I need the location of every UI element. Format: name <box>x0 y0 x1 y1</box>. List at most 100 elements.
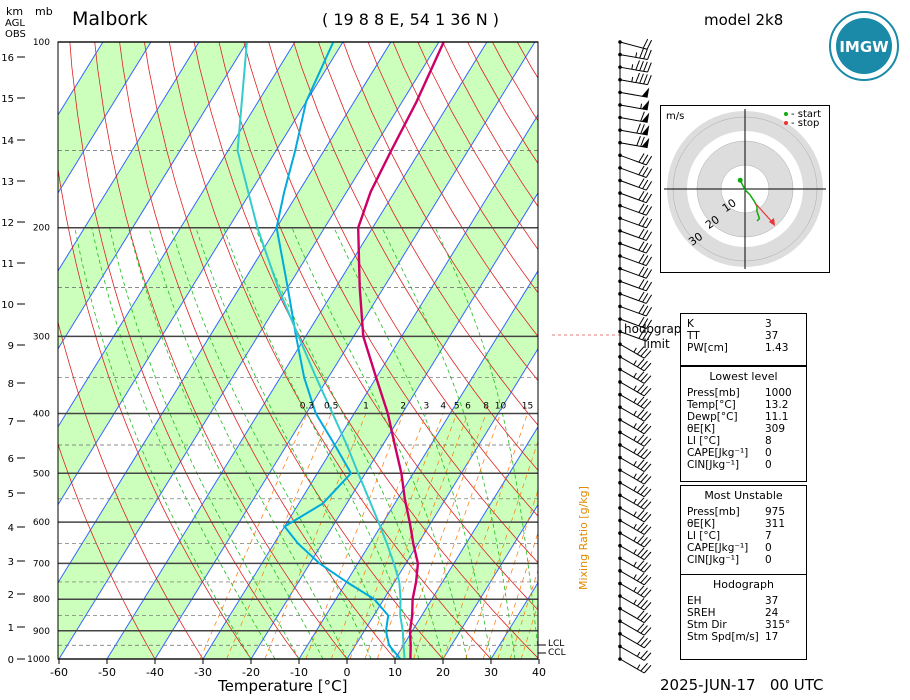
storm-motion-vector <box>754 202 774 224</box>
wind-barb <box>619 190 653 204</box>
wind-barb-full <box>636 610 645 619</box>
wind-barb-full <box>636 409 645 418</box>
wind-barb-flag <box>641 112 650 123</box>
wind-barb <box>619 304 653 317</box>
mixing-ratio-tick-label: 5 <box>454 401 460 411</box>
most-unstable-panel: Most Unstable Press[mb] 975 θE[K] 311 LI [°C… <box>680 485 807 577</box>
wind-barb <box>619 216 653 229</box>
isotherm-line <box>298 269 538 659</box>
dry-adiabat <box>94 42 348 659</box>
mixing-ratio-line <box>509 569 538 659</box>
wind-barb-full <box>638 304 645 314</box>
x-axis-title: Temperature [°C] <box>218 677 348 695</box>
mixing-ratio-axis-label: Mixing Ratio [g/kg] <box>577 486 590 590</box>
wind-barb-full <box>636 459 645 468</box>
wind-barb-full <box>642 192 649 202</box>
wind-barb-full <box>636 472 645 481</box>
forecast-time: 00 UTC <box>769 676 824 694</box>
moist-adiabat <box>381 227 516 659</box>
isotherm-line <box>58 42 344 506</box>
wind-barb <box>619 87 650 98</box>
mixing-ratio-line <box>497 531 538 659</box>
wind-barb-staff <box>619 331 647 342</box>
param-row: Press[mb] 975 <box>681 506 806 518</box>
mixing-ratio-tick-label: 2 <box>400 401 406 411</box>
mixing-ratio-line <box>482 489 538 659</box>
wind-barb-full <box>640 549 648 559</box>
param-label: LI [°C] <box>687 530 721 542</box>
wind-barb-staff <box>619 595 645 611</box>
wind-barb-full <box>635 60 640 71</box>
wind-barb-full <box>636 585 645 594</box>
wind-barb-full <box>636 358 645 368</box>
parcel-profile <box>236 42 406 659</box>
param-value: 0 <box>765 459 772 471</box>
wind-barb-full <box>642 267 649 278</box>
wind-barb-full <box>640 562 648 571</box>
x-tick-label: 40 <box>532 666 546 679</box>
wind-barb <box>619 620 652 636</box>
wind-barb <box>619 165 653 178</box>
wind-barb-full <box>636 434 645 443</box>
param-label: Press[mb] <box>687 387 740 399</box>
wind-barb-full <box>643 513 652 523</box>
wind-barb-half <box>633 536 637 542</box>
wind-barb-flag <box>641 125 650 136</box>
wind-barb-flag <box>641 87 650 98</box>
wind-barb-full <box>643 463 652 472</box>
wind-barb-full <box>640 663 648 672</box>
wind-barb-full <box>642 217 649 227</box>
param-row: CIN[Jkg⁻¹] 0 <box>681 459 806 471</box>
wind-barb-full <box>638 178 645 188</box>
wind-barb-full <box>636 371 645 380</box>
temperature-profile <box>356 42 445 659</box>
param-label: CIN[Jkg⁻¹] <box>687 459 740 471</box>
param-label: LI [°C] <box>687 435 721 447</box>
mixing-ratio-line <box>465 440 538 659</box>
param-label: CAPE[Jkg⁻¹] <box>687 542 749 554</box>
param-value: 0 <box>765 542 772 554</box>
wind-barb-full <box>642 305 649 315</box>
isotherm-line <box>154 42 536 659</box>
wind-barb-full <box>645 281 653 292</box>
wind-barb <box>619 60 652 73</box>
wind-barb-staff <box>619 167 647 178</box>
pressure-tick-label: 800 <box>33 595 50 605</box>
imgw-logo: IMGW <box>829 11 899 81</box>
logo-text: IMGW <box>839 38 889 56</box>
wind-barb-half <box>633 473 637 479</box>
wind-barb <box>619 658 652 674</box>
wind-barb-full <box>640 411 648 420</box>
wind-barb-full <box>643 652 652 661</box>
x-tick-label: 0 <box>344 666 351 679</box>
wind-barb <box>619 329 653 342</box>
wind-barb-full <box>638 153 645 163</box>
param-value: 315° <box>765 619 791 631</box>
isotherm-line <box>58 42 152 194</box>
wind-barb-full <box>636 535 645 544</box>
wind-barb-full <box>645 319 653 329</box>
wind-barb-full <box>636 635 645 645</box>
station-coordinates: ( 19 8 8 E, 54 1 36 N ) <box>322 10 500 29</box>
param-row: Dewp[°C] 11.1 <box>681 411 806 423</box>
wind-barb-staff <box>619 381 645 397</box>
wind-barb-full <box>640 587 648 596</box>
agl-label: AGL <box>5 18 25 29</box>
mb-axis-label: mb <box>35 5 53 18</box>
mixing-ratio-tick-label: 6 <box>465 401 471 411</box>
wind-barb-staff <box>619 242 647 254</box>
param-row: SREH 24 <box>681 607 806 619</box>
wind-barb-half <box>633 586 637 592</box>
wind-barb-full <box>645 294 653 304</box>
wind-barb-staff <box>619 356 645 372</box>
wind-barb-full <box>642 318 649 328</box>
wind-barb-full <box>640 360 648 370</box>
wind-barb-full <box>645 256 653 266</box>
wind-barb-full <box>640 600 648 609</box>
most-unstable-title: Most Unstable <box>704 489 783 502</box>
hodograph-limit-label: hodograph limit <box>624 322 689 352</box>
wind-barb-full <box>640 124 645 134</box>
wind-barb-full <box>640 136 645 147</box>
wind-barb-full <box>642 154 649 164</box>
wind-barb-full <box>638 203 645 213</box>
